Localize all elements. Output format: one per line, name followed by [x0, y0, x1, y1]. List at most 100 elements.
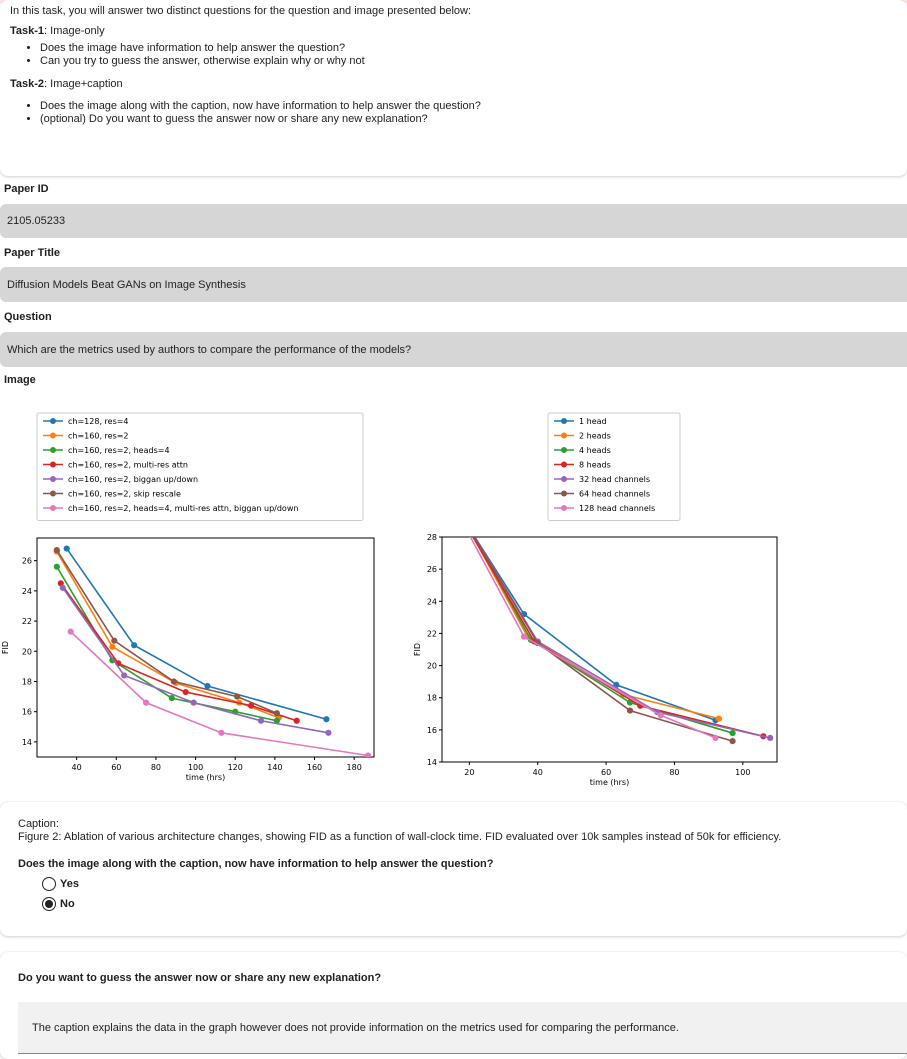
option-no-label: No — [60, 898, 75, 910]
y-tick-label: 16 — [22, 708, 32, 717]
task2-question: Does the image along with the caption, n… — [18, 858, 494, 870]
data-point — [626, 707, 634, 714]
series-group — [469, 537, 774, 745]
legend-entry: ch=160, res=2, heads=4, multi-res attn, … — [68, 504, 298, 513]
legend-entry: ch=128, res=4 — [68, 417, 129, 426]
option-yes-label: Yes — [60, 878, 79, 890]
instructions-card: In this task, you will answer two distin… — [0, 0, 907, 176]
data-point — [293, 717, 300, 724]
x-tick-label: 100 — [735, 768, 750, 777]
legend-marker — [50, 432, 56, 439]
data-point — [109, 643, 116, 650]
image-label: Image — [4, 374, 36, 386]
legend-marker — [561, 461, 567, 468]
radio-selected-dot — [45, 900, 53, 908]
y-axis-label: FID — [413, 643, 422, 656]
legend-marker — [50, 505, 56, 511]
list-item: Can you try to guess the answer, otherwi… — [40, 55, 897, 68]
legend-marker — [50, 490, 56, 497]
paper-id-field: 2105.05233 — [0, 204, 907, 238]
legend-entry: 32 head channels — [579, 475, 650, 484]
x-tick-label: 20 — [464, 768, 474, 777]
series-line-1 — [66, 548, 327, 721]
y-tick-label: 14 — [427, 758, 437, 767]
y-tick-label: 16 — [427, 726, 437, 735]
y-tick-label: 22 — [22, 617, 32, 626]
data-point — [121, 672, 128, 679]
data-point — [190, 699, 197, 706]
legend-entry: 2 heads — [579, 432, 611, 441]
x-tick-label: 100 — [188, 763, 203, 772]
data-point — [63, 545, 70, 552]
data-point — [182, 688, 189, 696]
caption-card: Caption: Figure 2: Ablation of various a… — [0, 802, 907, 936]
data-point — [111, 637, 118, 644]
instructions-intro: In this task, you will answer two distin… — [10, 5, 472, 17]
x-tick-label: 180 — [347, 763, 362, 772]
legend-marker — [561, 418, 567, 424]
question-label: Question — [4, 311, 52, 323]
data-point — [257, 717, 265, 724]
data-point — [712, 734, 719, 741]
legend-marker — [561, 432, 567, 439]
guess-card: Do you want to guess the answer now or s… — [0, 952, 907, 1059]
figure-right-chart: 20 40 60 80 100 14 16 18 20 22 24 26 28 time (hrs) FID… — [413, 412, 778, 787]
y-tick-label: 28 — [427, 533, 437, 542]
guess-question: Do you want to guess the answer now or s… — [18, 972, 382, 984]
x-tick-label: 40 — [533, 768, 543, 777]
data-point — [729, 738, 736, 745]
data-point — [53, 546, 60, 554]
legend-entry: ch=160, res=2 — [68, 432, 129, 441]
data-point — [53, 563, 60, 570]
task1-heading: Task-1: Image-only — [10, 24, 897, 38]
series-line-7 — [70, 631, 369, 757]
list-item: Does the image have information to help … — [40, 42, 897, 55]
legend-entry: 8 heads — [579, 461, 611, 470]
data-point — [729, 729, 736, 737]
task1-label: Task-1 — [10, 25, 45, 37]
legend-marker — [50, 461, 56, 468]
y-tick-label: 22 — [427, 629, 437, 638]
data-point — [59, 584, 66, 591]
y-axis-label: FID — [1, 641, 10, 654]
legend-box — [36, 412, 364, 521]
legend-marker — [50, 447, 56, 453]
plot-frame — [36, 537, 375, 758]
legend-entry: ch=160, res=2, multi-res attn — [68, 461, 188, 470]
legend-marker — [561, 505, 567, 511]
radio-yes[interactable] — [42, 877, 56, 891]
list-item: Does the image along with the caption, n… — [40, 100, 897, 113]
x-tick-label: 60 — [601, 768, 611, 777]
option-no[interactable]: No — [18, 896, 889, 912]
figure-left-chart: 40 60 80 100 120 140 160 180 14 16 18 20 22 24 26 time … — [1, 412, 375, 782]
x-tick-label: 80 — [669, 768, 679, 777]
task1-list: Does the image have information to help … — [10, 42, 897, 68]
y-tick-label: 20 — [427, 662, 437, 671]
y-tick-label: 18 — [427, 694, 437, 703]
data-point — [234, 693, 241, 700]
series-group — [53, 545, 372, 757]
data-point — [364, 752, 372, 757]
legend-marker — [561, 447, 567, 453]
radio-no[interactable] — [42, 897, 56, 911]
legend-entry: ch=160, res=2, skip rescale — [68, 490, 181, 499]
series-line-6 — [473, 537, 733, 742]
list-item: (optional) Do you want to guess the answ… — [40, 113, 897, 126]
option-yes[interactable]: Yes — [18, 876, 889, 892]
data-point — [170, 678, 177, 685]
x-tick-label: 140 — [267, 763, 282, 772]
legend-marker — [561, 490, 567, 497]
x-axis-label: time (hrs) — [186, 773, 225, 782]
legend-entry: 128 head channels — [579, 504, 655, 513]
x-tick-label: 120 — [228, 763, 243, 772]
task1-title: : Image-only — [44, 25, 105, 37]
data-point — [323, 716, 330, 723]
guess-answer-textarea[interactable]: The caption explains the data in the gra… — [18, 1002, 907, 1054]
y-tick-label: 20 — [22, 647, 32, 656]
data-point — [325, 729, 332, 736]
paper-id-label: Paper ID — [4, 183, 49, 195]
task2-heading: Task-2: Image+caption — [10, 77, 897, 91]
legend-entry: 64 head channels — [579, 490, 650, 499]
task2-title: : Image+caption — [44, 78, 123, 90]
data-point — [520, 633, 528, 640]
